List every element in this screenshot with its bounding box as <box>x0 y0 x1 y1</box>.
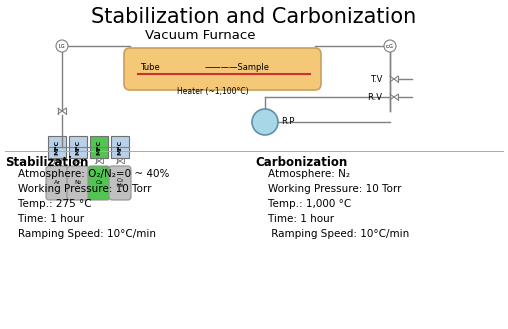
Text: Stabilization: Stabilization <box>5 156 88 169</box>
FancyBboxPatch shape <box>48 136 66 158</box>
FancyBboxPatch shape <box>69 136 87 158</box>
Text: Time: 1 hour: Time: 1 hour <box>255 214 334 224</box>
Text: Heater (~1,100°C): Heater (~1,100°C) <box>177 87 248 96</box>
Text: R.P: R.P <box>281 117 294 126</box>
Text: MFC: MFC <box>97 139 102 155</box>
Text: Vacuum Furnace: Vacuum Furnace <box>145 29 255 42</box>
Text: MFC: MFC <box>117 139 122 155</box>
Text: R.V: R.V <box>368 92 385 102</box>
Text: C₃
H₈: C₃ H₈ <box>116 178 123 189</box>
Text: Ramping Speed: 10°C/min: Ramping Speed: 10°C/min <box>5 229 156 239</box>
Circle shape <box>252 109 278 135</box>
Text: Atmosphere: N₂: Atmosphere: N₂ <box>255 169 350 179</box>
Text: N₂: N₂ <box>74 181 82 186</box>
Text: MFC: MFC <box>54 139 59 155</box>
Circle shape <box>56 40 68 52</box>
Text: Ar: Ar <box>53 181 60 186</box>
FancyBboxPatch shape <box>111 136 129 158</box>
Text: Carbonization: Carbonization <box>255 156 347 169</box>
Text: l.G: l.G <box>59 43 66 48</box>
FancyBboxPatch shape <box>88 166 110 200</box>
Text: Stabilization and Carbonization: Stabilization and Carbonization <box>91 7 417 27</box>
Text: Temp.: 1,000 °C: Temp.: 1,000 °C <box>255 199 351 209</box>
Text: Working Pressure: 10 Torr: Working Pressure: 10 Torr <box>255 184 401 194</box>
FancyBboxPatch shape <box>109 166 131 200</box>
Text: Ramping Speed: 10°C/min: Ramping Speed: 10°C/min <box>255 229 409 239</box>
Text: Temp.: 275 °C: Temp.: 275 °C <box>5 199 91 209</box>
Text: O₂: O₂ <box>96 181 103 186</box>
Text: MFC: MFC <box>76 139 80 155</box>
Text: Working Pressure: 10 Torr: Working Pressure: 10 Torr <box>5 184 151 194</box>
FancyBboxPatch shape <box>124 48 321 90</box>
Text: Time: 1 hour: Time: 1 hour <box>5 214 84 224</box>
Text: Atmosphere: O₂/N₂=0 ~ 40%: Atmosphere: O₂/N₂=0 ~ 40% <box>5 169 169 179</box>
FancyBboxPatch shape <box>90 136 108 158</box>
Circle shape <box>384 40 396 52</box>
FancyBboxPatch shape <box>46 166 68 200</box>
FancyBboxPatch shape <box>67 166 89 200</box>
Text: c.G: c.G <box>386 43 394 48</box>
Text: T.V: T.V <box>370 74 385 84</box>
Text: ————Sample: ————Sample <box>205 63 270 71</box>
Text: Tube: Tube <box>140 63 160 71</box>
